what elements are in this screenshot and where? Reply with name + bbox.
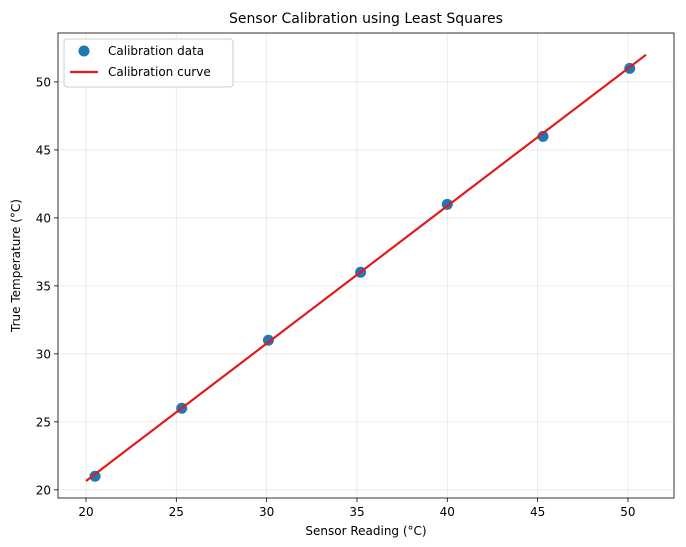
y-tick-label: 25	[36, 415, 51, 429]
x-tick-label: 40	[440, 505, 455, 519]
x-tick-label: 45	[530, 505, 545, 519]
calibration-curve	[85, 53, 647, 482]
plot-area	[85, 53, 647, 482]
y-axis-label: True Temperature (°C)	[9, 199, 23, 333]
legend: Calibration data Calibration curve	[63, 38, 234, 88]
y-tick-label: 40	[36, 211, 51, 225]
y-axis: 20 25 30 35 40 45 50	[36, 75, 58, 497]
legend-box	[63, 38, 234, 88]
x-tick-label: 20	[78, 505, 93, 519]
y-tick-label: 50	[36, 75, 51, 89]
y-tick-label: 20	[36, 483, 51, 497]
x-tick-label: 35	[349, 505, 364, 519]
y-tick-label: 45	[36, 143, 51, 157]
plot-frame	[57, 32, 675, 499]
data-point	[537, 130, 549, 142]
y-tick-label: 35	[36, 279, 51, 293]
y-tick-label: 30	[36, 347, 51, 361]
legend-marker-scatter	[78, 45, 90, 57]
x-tick-label: 25	[169, 505, 184, 519]
x-tick-label: 30	[259, 505, 274, 519]
legend-label-curve: Calibration curve	[108, 65, 211, 79]
grid	[58, 33, 674, 498]
x-axis-label: Sensor Reading (°C)	[305, 524, 426, 538]
x-tick-label: 50	[620, 505, 635, 519]
chart-title: Sensor Calibration using Least Squares	[229, 11, 503, 27]
data-point	[89, 470, 101, 482]
legend-label-data: Calibration data	[108, 44, 204, 58]
x-axis: 20 25 30 35 40 45 50	[78, 498, 636, 519]
